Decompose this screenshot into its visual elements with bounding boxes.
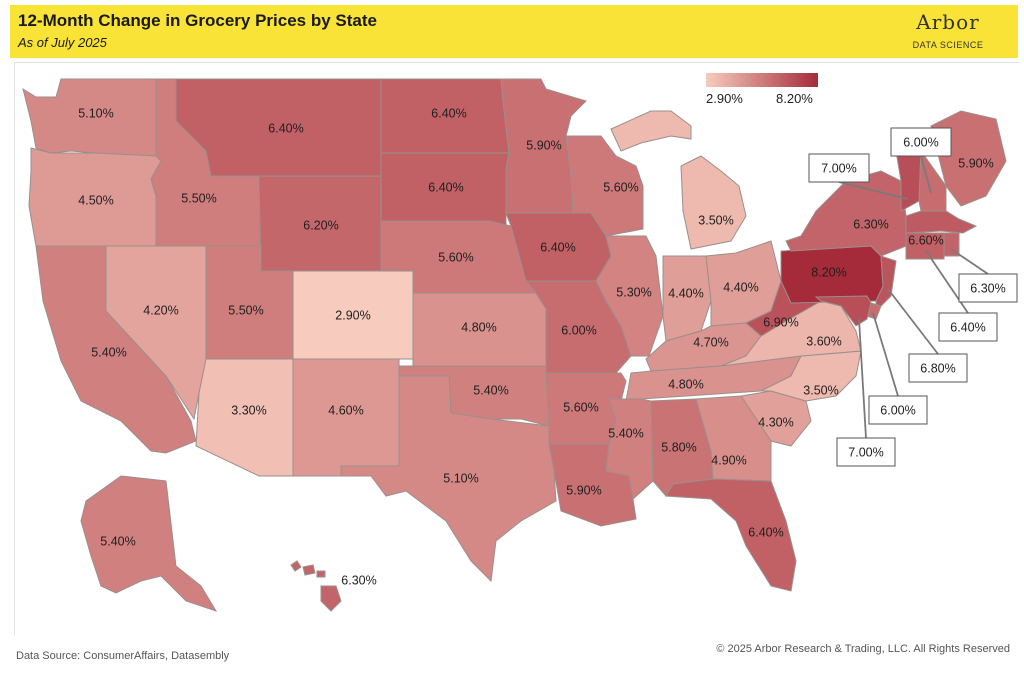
state-mi[interactable]: [610, 110, 747, 250]
state-fl[interactable]: [665, 478, 797, 592]
arbor-logo: Arbor DATA SCIENCE: [898, 10, 998, 54]
state-label-ut: 5.50%: [228, 303, 263, 317]
state-label-mn: 5.90%: [526, 138, 561, 152]
state-label-ri: 6.30%: [970, 281, 1005, 295]
state-ms[interactable]: [605, 398, 654, 500]
state-hi[interactable]: [290, 560, 342, 612]
state-label-ak: 5.40%: [100, 534, 135, 548]
state-label-ar: 5.60%: [563, 400, 598, 414]
page-subtitle: As of July 2025: [18, 35, 107, 50]
state-label-nh: 6.00%: [903, 135, 938, 149]
state-az[interactable]: [195, 358, 294, 477]
state-ma[interactable]: [905, 210, 978, 234]
callout-box-ct: [938, 312, 998, 342]
us-state-map: 5.10% 4.50% 5.40% 4.20% 5.50% 6.40% 6.20% 5.50%…: [22, 73, 1018, 612]
data-source-note: Data Source: ConsumerAffairs, Datasembly: [16, 650, 230, 662]
state-label-la: 5.90%: [566, 483, 601, 497]
state-label-nd: 6.40%: [431, 106, 466, 120]
legend-max-label: 8.20%: [776, 91, 813, 106]
state-label-oh: 4.40%: [723, 280, 758, 294]
state-label-az: 3.30%: [231, 403, 266, 417]
callout-box-nh: [890, 127, 952, 157]
callout-box-ri: [958, 273, 1018, 303]
leader-line-nh: [920, 155, 932, 194]
state-label-md: 7.00%: [848, 445, 883, 459]
state-label-wa: 5.10%: [78, 106, 113, 120]
state-label-nv: 4.20%: [143, 303, 178, 317]
legend-min-label: 2.90%: [706, 91, 743, 106]
legend-color-bar: [706, 73, 818, 87]
state-label-sd: 6.40%: [428, 180, 463, 194]
state-label-ky: 4.70%: [693, 335, 728, 349]
state-label-sc: 4.30%: [758, 415, 793, 429]
state-label-wy: 6.20%: [303, 218, 338, 232]
state-wi[interactable]: [565, 135, 644, 237]
state-nc[interactable]: [760, 350, 862, 402]
state-il[interactable]: [595, 235, 664, 357]
state-label-va: 3.60%: [806, 334, 841, 348]
state-label-pa: 8.20%: [811, 265, 846, 279]
callout-box-md: [836, 437, 896, 467]
copyright-note: © 2025 Arbor Research & Trading, LLC. Al…: [716, 643, 1010, 655]
state-label-il: 5.30%: [616, 285, 651, 299]
state-nm[interactable]: [292, 358, 400, 477]
state-labels: 5.10% 4.50% 5.40% 4.20% 5.50% 6.40% 6.20% 5.50%…: [78, 106, 1018, 587]
logo-word: Arbor: [916, 10, 980, 34]
state-ct[interactable]: [905, 232, 945, 260]
states-layer: [22, 78, 1007, 612]
callout-box-nj: [908, 353, 968, 383]
state-label-hi: 6.30%: [341, 573, 376, 587]
state-label-de: 6.00%: [880, 403, 915, 417]
state-label-tn: 4.80%: [668, 377, 703, 391]
state-label-vt: 7.00%: [821, 161, 856, 175]
state-label-wi: 5.60%: [603, 180, 638, 194]
callout-box-de: [868, 395, 928, 425]
state-label-or: 4.50%: [78, 193, 113, 207]
color-legend: 2.90% 8.20%: [706, 73, 818, 106]
state-label-fl: 6.40%: [748, 525, 783, 539]
state-label-ca: 5.40%: [91, 345, 126, 359]
state-label-ms: 5.40%: [608, 426, 643, 440]
state-label-nm: 4.60%: [328, 403, 363, 417]
state-label-ny: 6.30%: [853, 217, 888, 231]
leader-line-nj: [887, 288, 939, 355]
state-label-mi: 3.50%: [698, 213, 733, 227]
state-label-nj: 6.80%: [920, 361, 955, 375]
state-tx[interactable]: [340, 375, 557, 583]
state-label-co: 2.90%: [335, 308, 370, 322]
state-md[interactable]: [814, 295, 872, 327]
state-label-tx: 5.10%: [443, 471, 478, 485]
state-label-wv: 6.90%: [763, 315, 798, 329]
state-label-ct: 6.40%: [950, 320, 985, 334]
state-label-mt: 6.40%: [268, 121, 303, 135]
logo-subtitle: DATA SCIENCE: [912, 40, 984, 50]
leader-line-de: [872, 312, 899, 397]
callout-box-vt: [808, 153, 870, 183]
state-label-ok: 5.40%: [473, 383, 508, 397]
state-label-me: 5.90%: [958, 156, 993, 170]
page-title: 12-Month Change in Grocery Prices by Sta…: [18, 11, 377, 30]
state-label-nc: 3.50%: [803, 383, 838, 397]
leader-line-ct: [925, 250, 969, 314]
state-label-al: 5.80%: [661, 440, 696, 454]
state-ak[interactable]: [80, 475, 218, 612]
state-label-ma: 6.60%: [908, 233, 943, 247]
state-label-ga: 4.90%: [711, 453, 746, 467]
header-banner: 12-Month Change in Grocery Prices by Sta…: [10, 5, 1018, 58]
map-panel: 5.10% 4.50% 5.40% 4.20% 5.50% 6.40% 6.20% 5.50%…: [14, 62, 1020, 636]
leader-line-vt: [838, 181, 909, 200]
state-label-id: 5.50%: [181, 191, 216, 205]
state-label-mo: 6.00%: [561, 323, 596, 337]
state-label-in: 4.40%: [668, 286, 703, 300]
leader-line-md: [858, 318, 867, 439]
leader-line-ri: [950, 248, 989, 275]
state-label-ia: 6.40%: [540, 240, 575, 254]
state-label-ks: 4.80%: [461, 320, 496, 334]
callout-leaders: [838, 155, 989, 439]
state-label-ne: 5.60%: [438, 250, 473, 264]
